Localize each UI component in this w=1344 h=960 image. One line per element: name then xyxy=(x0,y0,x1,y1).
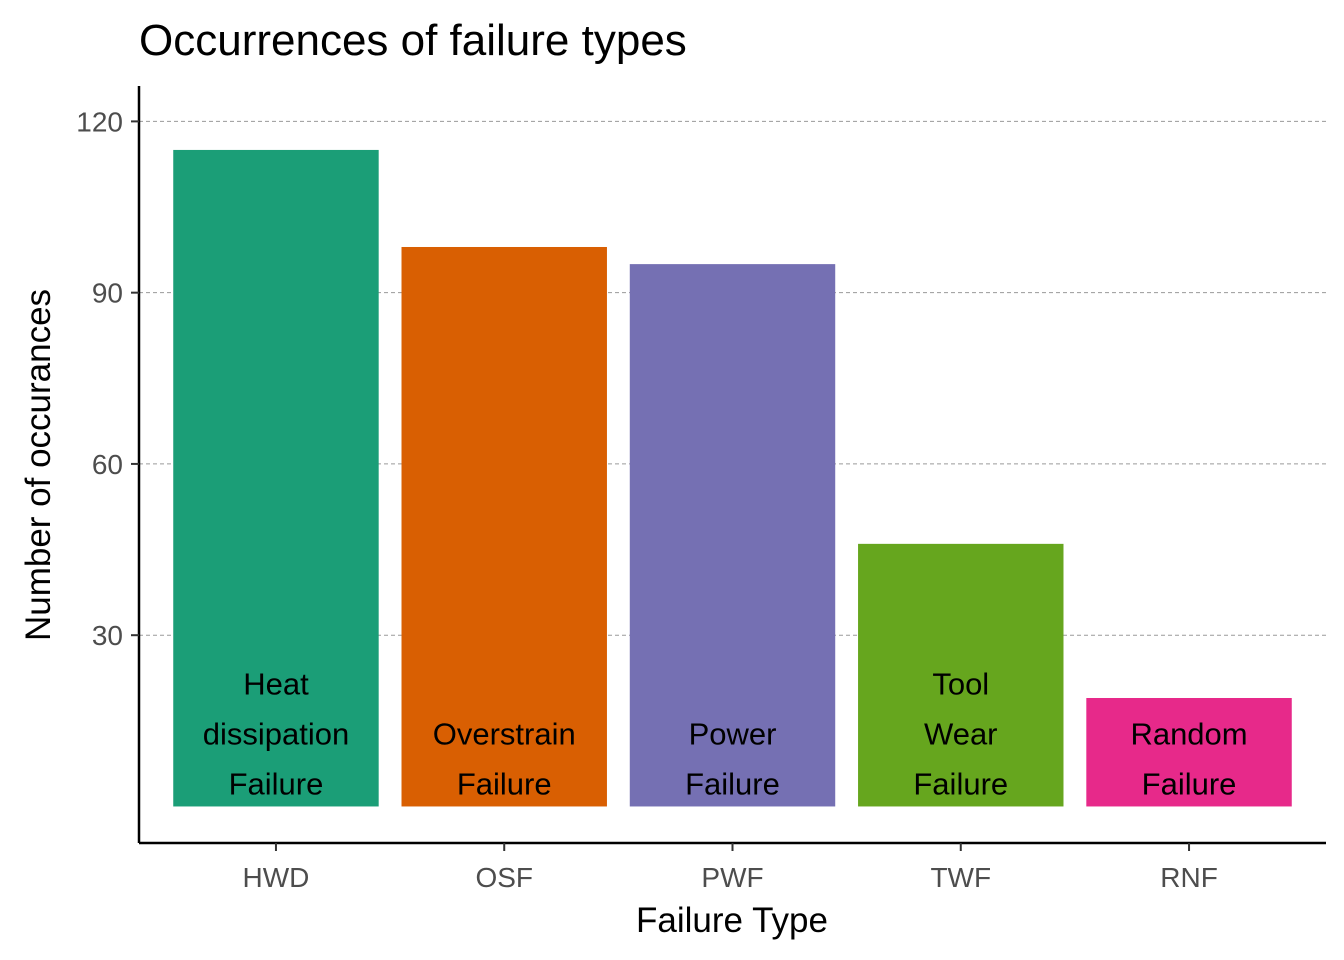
y-tick-label: 30 xyxy=(92,620,123,651)
bar-label: Failure xyxy=(685,766,780,801)
bar-label: Tool xyxy=(932,666,989,701)
x-axis-title: Failure Type xyxy=(636,901,828,940)
bar-label: Random xyxy=(1130,716,1247,751)
bar-label: Failure xyxy=(229,766,324,801)
bar-label: Wear xyxy=(924,716,998,751)
bar-label: Heat xyxy=(243,666,309,701)
bar-pwf xyxy=(629,264,836,807)
bar-label: Failure xyxy=(1142,766,1237,801)
tick-labels: 30 60 90 120 HWD OSF PWF TWF RNF xyxy=(76,106,1218,893)
x-tick-label: PWF xyxy=(701,862,763,893)
bar-label: Overstrain xyxy=(433,716,576,751)
bar-label: Failure xyxy=(457,766,552,801)
bars: Heat dissipation Failure Overstrain Failure P… xyxy=(173,149,1292,807)
bar-hwd xyxy=(173,149,379,807)
chart-title: Occurrences of failure types xyxy=(139,16,687,65)
y-axis-title: Number of occurances xyxy=(19,289,58,641)
x-tick-label: HWD xyxy=(243,862,310,893)
bar-label: dissipation xyxy=(203,716,349,751)
x-tick-label: RNF xyxy=(1160,862,1218,893)
y-tick-label: 90 xyxy=(92,278,123,309)
bar-twf xyxy=(858,543,1064,807)
bar-label: Failure xyxy=(913,766,1008,801)
y-tick-label: 120 xyxy=(76,106,123,137)
x-tick-label: OSF xyxy=(475,862,533,893)
bar-osf xyxy=(401,246,607,807)
bar-label: Power xyxy=(689,716,777,751)
y-tick-label: 60 xyxy=(92,449,123,480)
bar-rnf xyxy=(1086,697,1292,807)
x-tick-label: TWF xyxy=(930,862,991,893)
